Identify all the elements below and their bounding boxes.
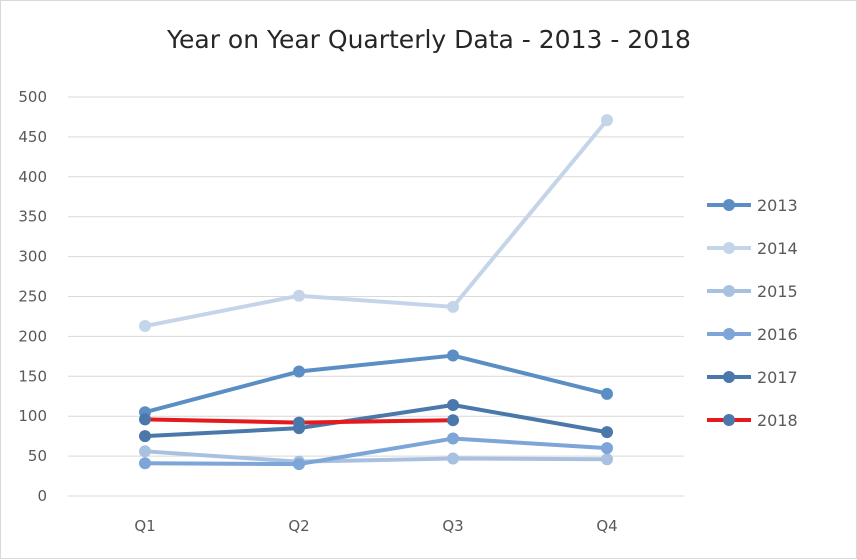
legend-item: 2014 — [707, 239, 798, 258]
legend-item: 2016 — [707, 325, 798, 344]
legend-marker — [723, 285, 735, 297]
y-tick-label: 0 — [37, 487, 47, 505]
legend-item: 2013 — [707, 196, 798, 215]
series-2016 — [139, 432, 613, 471]
series-line — [143, 436, 609, 467]
data-point — [139, 320, 151, 333]
y-tick-label: 500 — [18, 88, 47, 106]
legend-item: 2018 — [707, 411, 798, 430]
chart-title: Year on Year Quarterly Data - 2013 - 201… — [166, 25, 691, 54]
grid-lines — [68, 96, 684, 497]
data-point — [293, 289, 305, 302]
x-tick-label: Q2 — [288, 517, 309, 535]
series-line — [143, 449, 609, 464]
y-tick-label: 450 — [18, 128, 47, 146]
legend-marker — [723, 371, 735, 383]
data-point — [601, 426, 613, 439]
y-tick-label: 150 — [18, 367, 47, 385]
x-axis-ticks: Q1 Q2 Q3 Q4 — [134, 517, 617, 535]
series-line — [143, 353, 609, 415]
data-point — [447, 300, 459, 313]
data-point — [447, 452, 459, 465]
y-tick-label: 200 — [18, 327, 47, 345]
data-point — [601, 442, 613, 455]
data-point — [139, 445, 151, 458]
y-tick-label: 50 — [28, 447, 47, 465]
data-point — [447, 414, 459, 427]
data-point — [139, 457, 151, 470]
series-2013 — [139, 349, 613, 419]
y-tick-label: 100 — [18, 407, 47, 425]
legend-marker — [723, 328, 735, 340]
series-2018 — [139, 413, 459, 429]
series-line — [143, 118, 609, 329]
y-tick-label: 350 — [18, 208, 47, 226]
y-tick-label: 300 — [18, 248, 47, 266]
y-tick-label: 400 — [18, 168, 47, 186]
legend-label: 2017 — [757, 368, 798, 387]
legend-label: 2018 — [757, 411, 798, 430]
legend-marker — [723, 414, 735, 426]
legend-label: 2015 — [757, 282, 798, 301]
data-point — [447, 349, 459, 362]
data-point — [601, 114, 613, 127]
data-point — [293, 458, 305, 471]
legend-marker — [723, 199, 735, 211]
x-tick-label: Q3 — [442, 517, 463, 535]
data-point — [139, 413, 151, 426]
legend: 2013 2014 2015 2016 2017 2018 — [707, 196, 798, 430]
series-lines — [139, 114, 613, 471]
y-axis-ticks: 0 50 100 150 200 250 300 350 400 450 500 — [18, 88, 47, 505]
data-point — [293, 416, 305, 429]
data-point — [293, 365, 305, 378]
legend-marker — [723, 242, 735, 254]
data-point — [601, 453, 613, 466]
legend-item: 2017 — [707, 368, 798, 387]
legend-label: 2013 — [757, 196, 798, 215]
series-line — [143, 403, 609, 439]
y-tick-label: 250 — [18, 288, 47, 306]
x-tick-label: Q4 — [596, 517, 617, 535]
legend-label: 2014 — [757, 239, 798, 258]
series-2014 — [139, 114, 613, 333]
data-point — [447, 399, 459, 412]
legend-label: 2016 — [757, 325, 798, 344]
data-point — [447, 432, 459, 445]
data-point — [139, 430, 151, 443]
x-tick-label: Q1 — [134, 517, 155, 535]
data-point — [601, 387, 613, 400]
legend-item: 2015 — [707, 282, 798, 301]
